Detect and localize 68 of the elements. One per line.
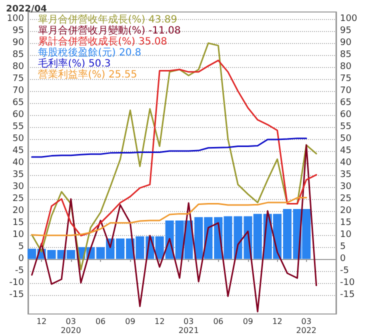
y-tick-label: -15 (9, 290, 24, 300)
y-tick-label: 15 (12, 218, 24, 228)
y-tick-label: 70 (12, 86, 24, 96)
x-tick-label: 09 (125, 317, 136, 326)
y2-tick-label: 25 (340, 194, 352, 204)
text: 單月合併營收月變動(%) -11.08 (38, 24, 181, 36)
y2-tick-label: 65 (340, 98, 352, 108)
line-series (31, 196, 308, 236)
y2-tick-label: 30 (340, 182, 352, 192)
y-tick-label: 0 (18, 254, 24, 264)
y2-tick-label: 10 (340, 230, 352, 240)
y2-tick-label: 55 (340, 122, 352, 132)
y2-tick-label: 100 (340, 14, 358, 24)
y-tick-label: 60 (12, 110, 24, 120)
x-tick-label: 06 (95, 317, 106, 326)
y2-tick-label: 85 (340, 50, 352, 60)
y-tick-label: 20 (12, 206, 24, 216)
y-tick-label: 30 (12, 182, 24, 192)
y-tick-label: 5 (18, 242, 24, 252)
y2-tick-label: 70 (340, 86, 352, 96)
y2-tick-label: 60 (340, 110, 352, 120)
x-tick-label: 12 (36, 317, 47, 326)
y-tick-label: 55 (12, 122, 24, 132)
line-series (31, 144, 318, 312)
y-tick-label: 95 (12, 26, 24, 36)
y-tick-label: -5 (15, 266, 24, 276)
x-tick-label: 03 2022 (296, 317, 317, 335)
y2-tick-label: -10 (340, 278, 355, 288)
y2-tick-label: 20 (340, 206, 352, 216)
text: 營業利益率(%) 25.55 (38, 68, 138, 80)
y2-tick-label: 95 (340, 26, 352, 36)
y-tick-label: 45 (12, 146, 24, 156)
x-tick-label: 09 (242, 317, 254, 326)
y-tick-label: 85 (12, 50, 24, 60)
y2-tick-label: 75 (340, 74, 352, 84)
y-tick-label: 80 (12, 62, 24, 72)
y-tick-label: 100 (6, 14, 24, 24)
y-tick-label: -10 (9, 278, 24, 288)
y2-tick-label: -15 (340, 290, 355, 300)
x-tick-label: 03 2020 (60, 317, 82, 335)
x-tick-label: 03 2021 (178, 317, 199, 335)
y2-tick-label: -5 (340, 266, 349, 276)
y2-tick-label: 0 (340, 254, 346, 264)
y2-tick-label: 90 (340, 38, 352, 48)
text: 單月合併營收年成長(%) 43.89 (38, 14, 178, 26)
y2-tick-label: 80 (340, 62, 352, 72)
y-tick-label: 40 (12, 158, 24, 168)
line-series (31, 138, 308, 158)
y-tick-label: 10 (12, 230, 24, 240)
y2-tick-label: 40 (340, 158, 352, 168)
x-tick-label: 06 (213, 317, 224, 326)
x-tick-label: 12 (272, 317, 282, 326)
text: 毛利率(%) 50.3 (38, 58, 111, 70)
y-tick-label: 50 (12, 134, 24, 144)
y2-tick-label: 45 (340, 146, 352, 156)
y2-tick-label: 35 (340, 170, 352, 180)
x-tick-label: 12 (154, 317, 165, 326)
y-tick-label: 65 (12, 98, 24, 108)
y2-tick-label: 15 (340, 218, 352, 228)
y-tick-label: 75 (12, 74, 24, 84)
text: 累計合併營收成長(%) 35.08 (38, 36, 168, 48)
y-tick-label: 35 (12, 170, 24, 180)
y-tick-label: 90 (12, 38, 24, 48)
y2-tick-label: 5 (340, 242, 346, 252)
chart-title: 2022/04 (6, 4, 47, 14)
y-tick-label: 25 (12, 194, 24, 204)
text: 每股稅後盈餘(元) 20.8 (38, 46, 142, 58)
y2-tick-label: 50 (340, 134, 352, 144)
